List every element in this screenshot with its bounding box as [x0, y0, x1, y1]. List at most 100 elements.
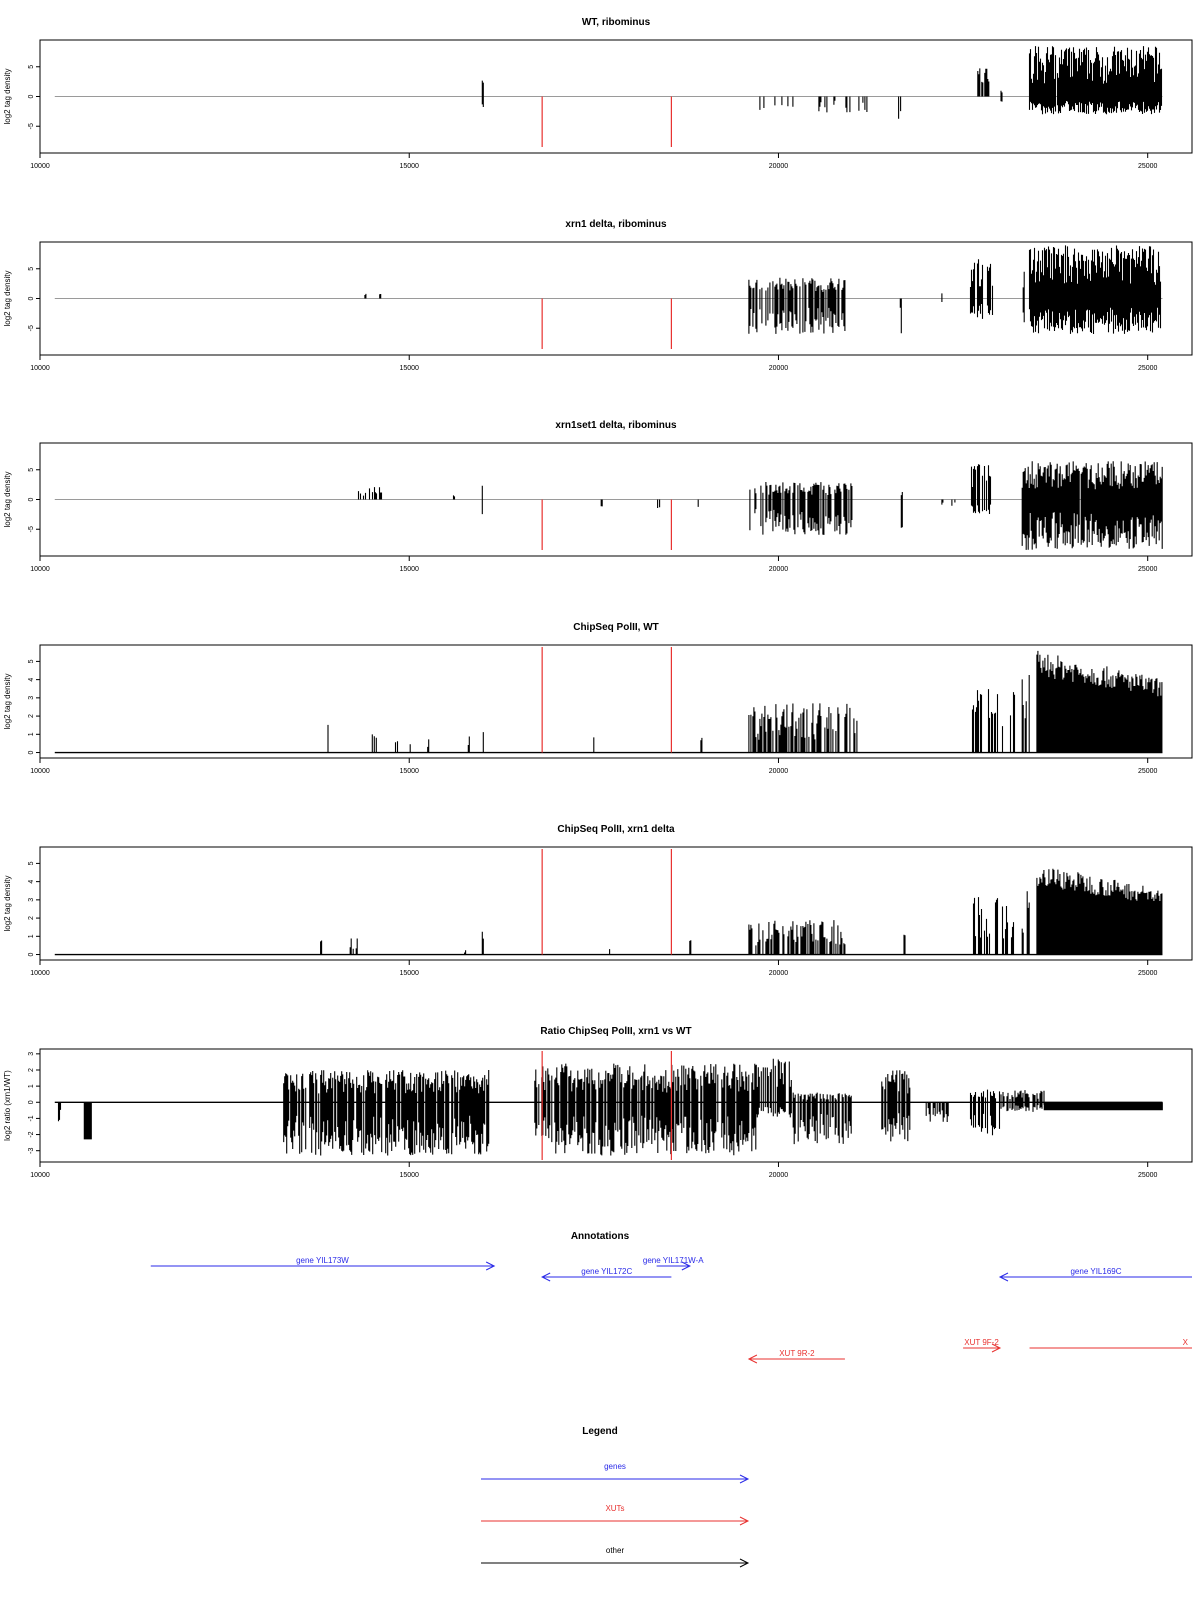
annotation-feature: gene YIL169C: [998, 1267, 1192, 1282]
panel-title: WT, ribominus: [582, 17, 651, 28]
signal-bars: [357, 461, 1163, 550]
annotation-label: gene YIL172C: [581, 1267, 632, 1276]
signal-bars: [364, 245, 1162, 334]
plot-frame: [39, 846, 1193, 961]
y-tick-label: 5: [28, 267, 35, 271]
y-axis-label: log2 tag density: [3, 673, 12, 729]
y-axis-label: log2 tag density: [3, 68, 12, 124]
x-tick-label: 20000: [769, 768, 789, 775]
y-tick-label: 1: [28, 732, 35, 736]
x-tick-label: 15000: [399, 1172, 419, 1179]
x-tick-label: 10000: [30, 365, 50, 372]
x-tick-label: 15000: [399, 163, 419, 170]
y-tick-label: 2: [28, 916, 35, 920]
legend-arrowhead: [739, 1474, 750, 1484]
signal-bars: [327, 650, 1163, 753]
panel-1: WT, ribominus log2 tag density 10000 15000 2…: [3, 17, 1193, 170]
x-tick-label: 10000: [30, 768, 50, 775]
x-tick-label: 25000: [1138, 768, 1158, 775]
annotation-feature: gene YIL172C: [541, 1267, 672, 1282]
y-axis-label: log2 tag density: [3, 471, 12, 527]
annotation-feature: gene YIL171W-A: [643, 1256, 704, 1271]
y-tick-label: 3: [28, 1052, 35, 1056]
annotation-arrowhead: [681, 1261, 691, 1271]
annotation-label: gene YIL171W-A: [643, 1256, 704, 1265]
annotation-label: gene YIL173W: [296, 1256, 349, 1265]
x-tick-label: 25000: [1138, 970, 1158, 977]
annotation-track: Annotations gene YIL173W gene YIL172C gene…: [150, 1231, 1192, 1364]
x-tick-label: 15000: [399, 566, 419, 573]
legend-label: XUTs: [605, 1504, 624, 1513]
annotation-feature: gene YIL173W: [150, 1256, 496, 1271]
x-tick-label: 10000: [30, 970, 50, 977]
panel-title: xrn1set1 delta, ribominus: [555, 420, 677, 431]
signal-bars: [481, 46, 1163, 119]
x-tick-label: 25000: [1138, 566, 1158, 573]
panel-title: ChipSeq PolII, WT: [573, 622, 659, 633]
y-tick-label: 2: [28, 714, 35, 718]
legend: Legend genes XUTs other: [481, 1426, 750, 1568]
annotations-title: Annotations: [571, 1231, 630, 1242]
y-tick-label: 0: [28, 1100, 35, 1104]
y-tick-label: 1: [28, 934, 35, 938]
panel-3: xrn1set1 delta, ribominus log2 tag densit…: [3, 420, 1193, 573]
x-tick-label: 15000: [399, 768, 419, 775]
y-tick-label: -2: [28, 1131, 35, 1137]
y-tick-label: 1: [28, 1084, 35, 1088]
annotation-label: X: [1183, 1338, 1189, 1347]
legend-item-genes: genes: [481, 1462, 750, 1484]
signal-bars: [320, 868, 1163, 955]
annotation-arrowhead: [991, 1343, 1002, 1353]
x-tick-label: 10000: [30, 163, 50, 170]
signal-bars: [57, 1058, 1163, 1156]
annotation-arrowhead: [541, 1272, 551, 1282]
panel-title: ChipSeq PolII, xrn1 delta: [557, 824, 675, 835]
y-tick-label: 2: [28, 1068, 35, 1072]
x-tick-label: 25000: [1138, 163, 1158, 170]
y-tick-label: -1: [28, 1115, 35, 1121]
legend-arrowhead: [739, 1558, 750, 1568]
panel-title: Ratio ChipSeq PolII, xrn1 vs WT: [540, 1026, 691, 1037]
y-tick-label: -3: [28, 1147, 35, 1153]
y-tick-label: -5: [28, 123, 35, 129]
annotation-label: gene YIL169C: [1070, 1267, 1121, 1276]
annotation-feature: XUT 9R-2: [747, 1349, 845, 1364]
y-tick-label: -5: [28, 325, 35, 331]
y-axis-label: log2 tag density: [3, 875, 12, 931]
x-tick-label: 20000: [769, 970, 789, 977]
y-tick-label: 0: [28, 497, 35, 501]
annotation-label: XUT 9F-2: [964, 1338, 999, 1347]
legend-item-other: other: [481, 1546, 750, 1568]
panel-5: ChipSeq PolII, xrn1 delta log2 tag densit…: [3, 824, 1193, 977]
annotation-arrowhead: [485, 1261, 496, 1271]
y-tick-label: 0: [28, 750, 35, 754]
y-tick-label: 5: [28, 861, 35, 865]
x-tick-label: 15000: [399, 970, 419, 977]
x-tick-label: 20000: [769, 163, 789, 170]
x-tick-label: 20000: [769, 566, 789, 573]
plot-frame: [39, 644, 1193, 759]
legend-label: genes: [604, 1462, 626, 1471]
x-tick-label: 15000: [399, 365, 419, 372]
annotation-feature: XUT 9F-2: [963, 1338, 1002, 1353]
annotation-feature: X: [1029, 1338, 1192, 1349]
y-axis-label: log2 tag density: [3, 270, 12, 326]
x-tick-label: 20000: [769, 1172, 789, 1179]
x-tick-label: 25000: [1138, 365, 1158, 372]
y-tick-label: 4: [28, 880, 35, 884]
annotation-arrowhead: [747, 1354, 758, 1364]
y-tick-label: 4: [28, 678, 35, 682]
panel-6: Ratio ChipSeq PolII, xrn1 vs WT log2 rati…: [3, 1026, 1193, 1179]
y-tick-label: 5: [28, 659, 35, 663]
y-tick-label: 5: [28, 468, 35, 472]
y-tick-label: -5: [28, 526, 35, 532]
y-tick-label: 0: [28, 952, 35, 956]
y-tick-label: 3: [28, 696, 35, 700]
plot-frame: [39, 1048, 1193, 1163]
y-axis-label: log2 ratio (xrn1/WT): [3, 1070, 12, 1141]
x-tick-label: 10000: [30, 1172, 50, 1179]
legend-item-XUTs: XUTs: [481, 1504, 750, 1526]
